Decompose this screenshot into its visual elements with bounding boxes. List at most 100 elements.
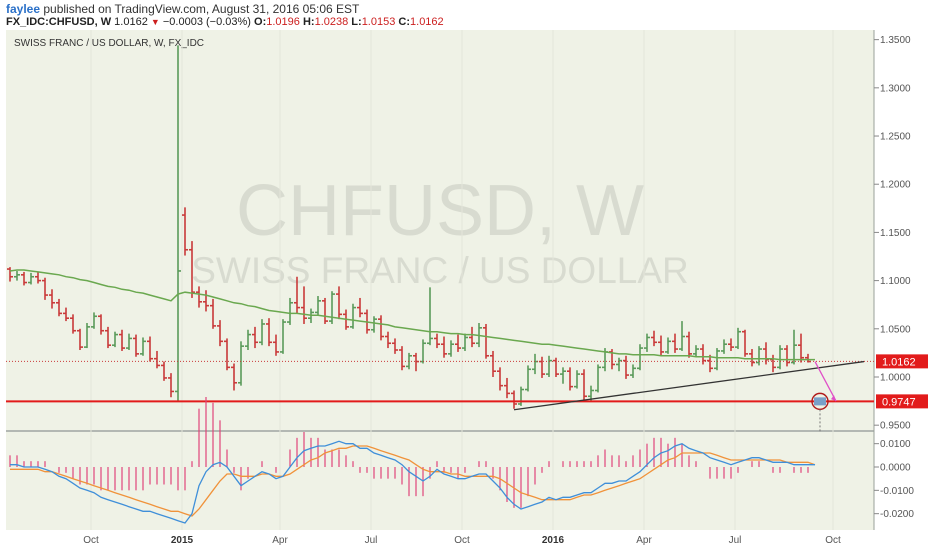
ohlc-bar <box>525 365 531 392</box>
ohlc-bar <box>658 335 664 356</box>
time-tick-label: Apr <box>636 535 652 546</box>
ohlc-bar <box>385 331 391 349</box>
ohlc-bar <box>399 346 405 371</box>
ohlc-bar <box>777 345 783 370</box>
low-value: 1.0153 <box>361 16 396 28</box>
ohlc-bar <box>511 390 517 409</box>
ohlc-bar <box>483 323 489 359</box>
ohlc-bar <box>322 297 328 324</box>
ohlc-bar <box>273 334 279 356</box>
ohlc-bar <box>196 286 202 308</box>
ohlc-bar <box>693 345 699 357</box>
down-arrow-icon: ▼ <box>150 17 160 27</box>
price-tick-label: 1.1000 <box>880 276 911 287</box>
high-label: H: <box>302 16 315 28</box>
ohlc-bar <box>294 276 300 314</box>
watermark-ticker: CHFUSD, W <box>236 171 644 251</box>
ohlc-bar <box>133 334 139 357</box>
price-tick-label: 1.0000 <box>880 372 911 383</box>
high-value: 1.0238 <box>314 16 349 28</box>
author-link[interactable]: faylee <box>6 2 41 16</box>
ohlc-bar <box>231 363 237 391</box>
ohlc-bar <box>168 373 174 398</box>
projection-arrow <box>814 361 837 402</box>
price-tag <box>876 394 928 409</box>
published-text: published on TradingView.com, August 31,… <box>40 2 360 16</box>
ohlc-bar <box>252 326 258 349</box>
ohlc-bar <box>119 329 125 351</box>
ohlc-bar <box>644 333 650 352</box>
ohlc-bar <box>259 319 265 346</box>
symbol-label: FX_IDC:CHFUSD, W <box>6 16 112 28</box>
price-tag-label: 0.9747 <box>882 396 916 408</box>
ohlc-bar <box>518 386 524 406</box>
ohlc-bar <box>784 345 790 367</box>
ohlc-bar <box>448 340 454 357</box>
ohlc-bar <box>560 367 566 384</box>
ohlc-bar <box>203 290 209 312</box>
ohlc-bar <box>462 333 468 351</box>
right-axis-background <box>874 30 932 530</box>
macd-tick-label: -0.0100 <box>880 486 914 497</box>
ohlc-bar <box>672 333 678 353</box>
ohlc-readout: FX_IDC:CHFUSD, W 1.0162 ▼ −0.0003 (−0.03… <box>6 16 444 28</box>
ohlc-bar <box>791 329 797 365</box>
ohlc-bar <box>490 350 496 377</box>
signal-line <box>10 445 816 517</box>
ohlc-bar <box>63 307 69 322</box>
ohlc-bar <box>714 348 720 371</box>
ohlc-bar <box>7 267 13 282</box>
ohlc-bar <box>35 271 41 284</box>
candles-layer <box>7 45 811 409</box>
ohlc-bar <box>455 334 461 352</box>
price-tick-label: 1.2000 <box>880 180 911 191</box>
macd-line <box>10 440 815 524</box>
ohlc-bar <box>630 364 636 378</box>
time-tick-label: Oct <box>83 535 99 546</box>
time-tick-label: Oct <box>454 535 470 546</box>
ohlc-bar <box>686 331 692 358</box>
macd-pane-background <box>6 432 874 530</box>
price-tick-label: 1.3000 <box>880 83 911 94</box>
ohlc-bar <box>77 328 83 350</box>
ohlc-bar <box>707 354 713 373</box>
price-tag <box>876 354 928 369</box>
open-label: O: <box>254 16 267 28</box>
ohlc-bar <box>42 277 48 300</box>
ohlc-bar <box>441 336 447 358</box>
ohlc-bar <box>728 338 734 351</box>
ohlc-bar <box>469 326 475 348</box>
ohlc-bar <box>546 355 552 377</box>
ohlc-bar <box>147 336 153 362</box>
trendline <box>513 360 865 411</box>
open-value: 1.0196 <box>266 16 300 28</box>
ohlc-bar <box>665 337 671 354</box>
price-tick-label: 1.2500 <box>880 132 911 143</box>
time-tick-label: 2016 <box>542 535 565 546</box>
ohlc-bar <box>217 320 223 347</box>
ohlc-bar <box>623 355 629 379</box>
ohlc-bar <box>574 370 580 389</box>
ohlc-bar <box>742 329 748 357</box>
ohlc-bar <box>735 327 741 350</box>
ohlc-bar <box>616 357 622 372</box>
price-tag-label: 1.0162 <box>882 356 916 368</box>
arrow-head-icon <box>831 395 836 402</box>
time-tick-label: Jul <box>729 535 742 546</box>
ohlc-bar <box>112 331 118 348</box>
ohlc-bar <box>238 341 244 386</box>
ohlc-bar <box>770 354 776 373</box>
ohlc-bar <box>581 369 587 401</box>
ohlc-bar <box>28 272 34 285</box>
ohlc-bar <box>245 329 251 350</box>
event-flag-icon <box>814 397 826 406</box>
moving-average-line <box>9 269 815 361</box>
watermark-name: SWISS FRANC / US DOLLAR <box>191 250 689 291</box>
ohlc-bar <box>70 314 76 334</box>
ohlc-bar <box>798 333 804 363</box>
ohlc-bar <box>21 271 27 286</box>
price-tick-label: 1.3500 <box>880 35 911 46</box>
ohlc-bar <box>497 367 503 391</box>
ohlc-bar <box>679 321 685 351</box>
